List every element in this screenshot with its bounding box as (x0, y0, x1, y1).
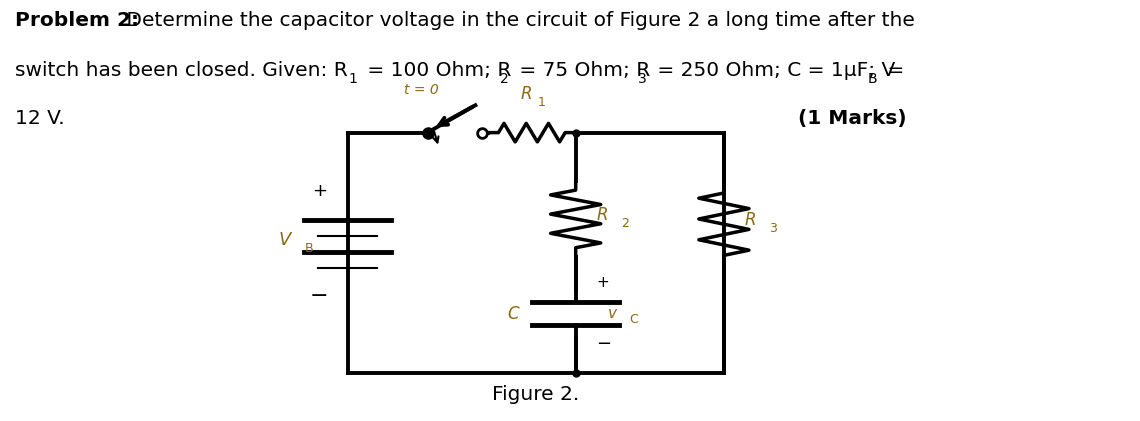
Text: C: C (629, 314, 638, 326)
Text: (1 Marks): (1 Marks) (798, 109, 906, 128)
Text: 2: 2 (500, 72, 510, 85)
Text: +: + (311, 182, 327, 200)
Text: = 100 Ohm; R: = 100 Ohm; R (361, 61, 512, 80)
Text: 2: 2 (621, 217, 629, 229)
Text: 1: 1 (349, 72, 358, 85)
Text: 3: 3 (770, 222, 777, 235)
Text: =: = (881, 61, 904, 80)
Text: V: V (279, 231, 291, 249)
Text: = 250 Ohm; C = 1μF; V: = 250 Ohm; C = 1μF; V (651, 61, 895, 80)
Text: Determine the capacitor voltage in the circuit of Figure 2 a long time after the: Determine the capacitor voltage in the c… (120, 11, 914, 29)
Text: t = 0: t = 0 (405, 83, 439, 97)
Text: −: − (596, 336, 611, 353)
Text: switch has been closed. Given: R: switch has been closed. Given: R (15, 61, 348, 80)
Text: Problem 2:: Problem 2: (15, 11, 139, 29)
Text: 12 V.: 12 V. (15, 109, 65, 128)
Text: −: − (310, 285, 328, 306)
Text: B: B (868, 72, 877, 85)
Text: = 75 Ohm; R: = 75 Ohm; R (513, 61, 650, 80)
Text: 1: 1 (538, 96, 545, 109)
Text: v: v (608, 306, 617, 321)
Text: R: R (744, 211, 756, 229)
Text: B: B (304, 242, 314, 255)
Text: R: R (596, 206, 608, 224)
Text: R: R (520, 85, 532, 103)
Text: C: C (507, 305, 519, 322)
Text: 3: 3 (638, 72, 648, 85)
Text: Figure 2.: Figure 2. (492, 385, 579, 404)
Text: +: + (596, 275, 609, 290)
